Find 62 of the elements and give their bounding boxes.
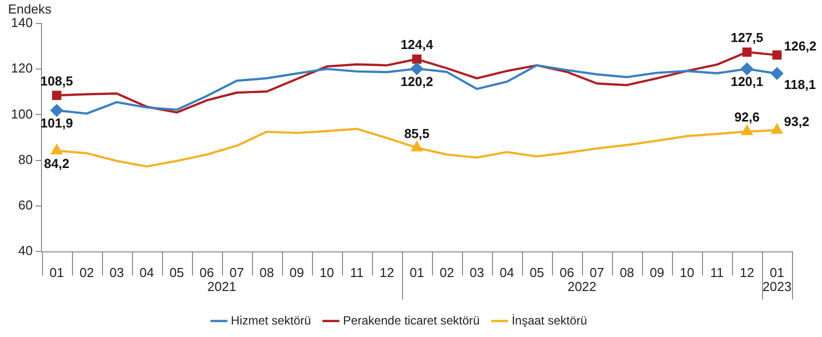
legend-label: İnşaat sektörü bbox=[512, 313, 588, 328]
x-tick-label: 04 bbox=[140, 264, 154, 280]
y-tick-label: 100 bbox=[10, 106, 33, 122]
data-label: 120,2 bbox=[400, 74, 434, 89]
point bbox=[51, 144, 62, 154]
data-label: 101,9 bbox=[40, 115, 73, 130]
x-tick-label: 02 bbox=[440, 264, 454, 280]
legend-label: Hizmet sektörü bbox=[230, 313, 311, 328]
point bbox=[412, 54, 422, 64]
y-tick-label: 40 bbox=[18, 242, 33, 258]
text: 2022 bbox=[567, 278, 596, 294]
point bbox=[740, 62, 754, 76]
data-label: 127,5 bbox=[730, 30, 764, 46]
x-tick-label: 03 bbox=[109, 264, 124, 280]
x-tick-label: 10 bbox=[680, 264, 694, 280]
x-tick-label: 01 bbox=[49, 264, 64, 280]
x-tick-label: 03 bbox=[470, 264, 484, 280]
y-tick-label: 120 bbox=[10, 60, 33, 76]
point bbox=[742, 125, 752, 136]
x-tick-label: 10 bbox=[320, 264, 334, 280]
x-tick-label: 04 bbox=[500, 264, 514, 280]
x-tick-label: 12 bbox=[740, 264, 754, 280]
x-tick-label: 05 bbox=[530, 264, 544, 280]
data-label: 84,2 bbox=[44, 156, 70, 171]
y-tick-label: 140 bbox=[10, 15, 33, 30]
x-tick-label: 05 bbox=[170, 264, 184, 280]
point bbox=[411, 142, 422, 152]
x-tick-label: 06 bbox=[200, 264, 214, 280]
text: 2021 bbox=[207, 278, 236, 294]
x-tick-label: 01 bbox=[410, 264, 424, 280]
point bbox=[410, 62, 423, 75]
data-label: 120,1 bbox=[730, 74, 764, 90]
point bbox=[742, 47, 752, 57]
x-tick-label: 08 bbox=[620, 264, 634, 280]
data-label: 118,1 bbox=[784, 77, 816, 92]
point bbox=[770, 67, 784, 80]
data-label: 108,5 bbox=[40, 73, 73, 88]
x-tick-label: 02 bbox=[79, 264, 94, 280]
point bbox=[772, 124, 782, 134]
x-tick-label: 11 bbox=[350, 264, 364, 280]
data-label: 92,6 bbox=[734, 110, 760, 125]
x-tick-label: 08 bbox=[260, 264, 274, 280]
x-tick-label: 07 bbox=[230, 264, 244, 280]
x-tick-label: 11 bbox=[710, 264, 724, 280]
legend-label: Perakende ticaret sektörü bbox=[342, 313, 480, 328]
y-tick-label: 60 bbox=[18, 197, 33, 212]
x-tick-label: 07 bbox=[590, 264, 604, 280]
x-tick-label: 01 bbox=[770, 264, 784, 280]
data-label: 93,2 bbox=[784, 114, 810, 129]
x-tick-label: 12 bbox=[380, 264, 394, 280]
data-label: 85,5 bbox=[404, 126, 430, 141]
y-axis-title: Endeks bbox=[8, 1, 52, 16]
y-tick-label: 80 bbox=[18, 152, 33, 167]
text: 2023 bbox=[762, 278, 792, 294]
x-tick-label: 09 bbox=[650, 264, 664, 280]
x-tick-label: 09 bbox=[290, 264, 304, 280]
point bbox=[52, 90, 62, 100]
data-label: 124,4 bbox=[400, 37, 434, 52]
x-tick-label: 06 bbox=[560, 264, 574, 280]
point bbox=[772, 50, 782, 60]
point bbox=[50, 104, 63, 116]
data-label: 126,2 bbox=[784, 38, 817, 54]
